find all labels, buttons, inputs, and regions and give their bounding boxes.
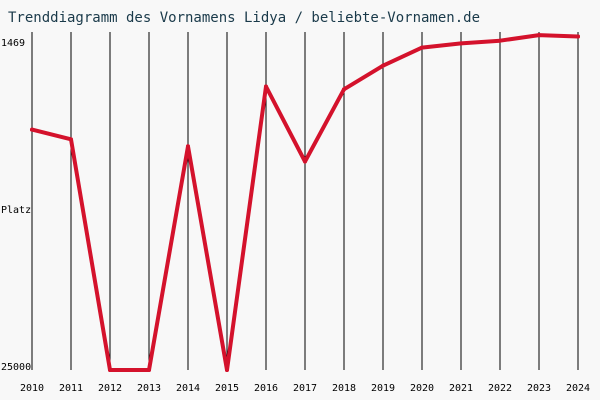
data-point-2021 <box>459 41 463 46</box>
y-tick-label-bottom: 25000 <box>1 362 31 373</box>
data-point-2014 <box>186 144 190 149</box>
x-tick-label-2013: 2013 <box>137 383 161 394</box>
data-point-2015 <box>225 368 229 372</box>
series-lines <box>30 33 580 372</box>
x-tick-label-2023: 2023 <box>527 383 551 394</box>
chart-title: Trenddiagramm des Vornamens Lidya / beli… <box>8 10 480 26</box>
x-tick-label-2020: 2020 <box>410 383 434 394</box>
data-point-2019 <box>381 63 385 68</box>
x-tick-label-2018: 2018 <box>332 383 356 394</box>
data-point-2016 <box>264 84 268 89</box>
x-tick-labels: 2010 2011 2012 2013 2014 2015 2016 2017 2018 2019… <box>20 383 590 394</box>
x-tick-label-2012: 2012 <box>98 383 122 394</box>
data-point-2010 <box>30 127 34 132</box>
data-point-2013 <box>147 368 151 372</box>
x-tick-label-2010: 2010 <box>20 383 44 394</box>
data-point-2022 <box>498 38 502 43</box>
y-axis-label: Platz <box>1 205 31 216</box>
data-point-2018 <box>342 87 346 92</box>
x-tick-label-2019: 2019 <box>371 383 395 394</box>
data-point-2020 <box>420 45 424 50</box>
x-tick-label-2021: 2021 <box>449 383 473 394</box>
data-point-2023 <box>537 33 541 38</box>
x-tick-label-2014: 2014 <box>176 383 200 394</box>
data-point-2024 <box>576 34 580 39</box>
x-tick-label-2022: 2022 <box>488 383 512 394</box>
x-tick-label-2024: 2024 <box>566 383 590 394</box>
grid-lines <box>31 32 579 370</box>
y-tick-label-top: 1469 <box>1 38 25 49</box>
x-tick-label-2017: 2017 <box>293 383 317 394</box>
data-point-2011 <box>69 137 73 142</box>
x-tick-label-2015: 2015 <box>215 383 239 394</box>
x-tick-label-2011: 2011 <box>59 383 83 394</box>
data-point-2017 <box>303 159 307 164</box>
data-point-2012 <box>108 368 112 372</box>
x-tick-label-2016: 2016 <box>254 383 278 394</box>
